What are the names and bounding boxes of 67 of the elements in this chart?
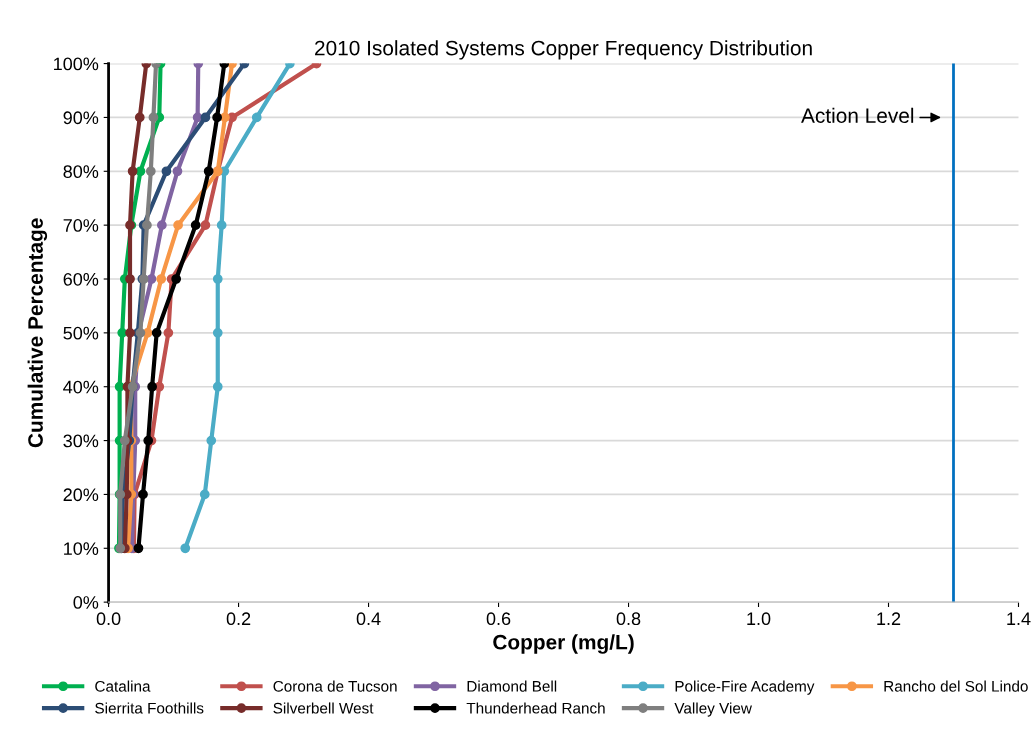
point <box>147 381 157 392</box>
x-axis-title: Copper (mg/L) <box>493 634 634 654</box>
point <box>200 220 211 231</box>
y-tick-label: 0% <box>73 596 99 609</box>
point <box>220 112 230 123</box>
y-tick-label: 30% <box>63 434 99 448</box>
point <box>161 166 172 177</box>
x-tick-label: 1.2 <box>877 612 901 625</box>
point <box>138 489 148 500</box>
x-tick-label: 0.4 <box>356 612 381 626</box>
point <box>134 112 145 123</box>
point <box>135 166 146 177</box>
point <box>200 112 211 123</box>
ref-line-label: Action Level <box>801 107 914 124</box>
point <box>173 220 183 231</box>
point <box>199 489 210 500</box>
point <box>216 220 227 231</box>
legend-label: Diamond Bell <box>467 680 557 692</box>
legend-label: Sierrita Foothills <box>95 702 204 714</box>
x-tick-label: 0.2 <box>226 612 251 626</box>
legend-label: Catalina <box>95 680 151 692</box>
point <box>142 220 152 231</box>
legend-label: Thunderhead Ranch <box>466 702 605 714</box>
y-tick-label: 90% <box>63 111 99 125</box>
x-tick-label: 0.8 <box>616 612 641 626</box>
point <box>171 274 182 284</box>
point <box>151 327 162 338</box>
point <box>157 220 167 231</box>
x-tick-label: 1.4 <box>1007 612 1031 625</box>
point <box>212 327 223 338</box>
point <box>212 274 223 284</box>
x-tick-label: 0.6 <box>486 612 511 626</box>
point <box>180 543 191 554</box>
y-tick-label: 40% <box>63 380 99 394</box>
y-tick-label: 60% <box>63 272 99 286</box>
point <box>133 543 144 554</box>
legend-label: Corona de Tucson <box>273 680 397 692</box>
legend-label: Silverbell West <box>273 702 374 714</box>
point <box>212 112 222 123</box>
chart-title: 2010 Isolated Systems Copper Frequency Distribution <box>315 40 812 60</box>
x-tick-label: 0.0 <box>96 612 121 626</box>
legend-label: Rancho del Sol Lindo <box>884 680 1028 692</box>
point <box>190 220 201 231</box>
legend-label: Valley View <box>674 702 752 717</box>
point <box>127 166 138 177</box>
point <box>203 166 214 177</box>
y-tick-label: 70% <box>63 219 99 232</box>
point <box>125 327 135 338</box>
y-tick-label: 20% <box>63 488 99 502</box>
point <box>251 112 262 123</box>
point <box>156 274 167 284</box>
point <box>212 381 223 392</box>
x-tick-label: 1.0 <box>747 612 771 626</box>
point <box>114 381 125 392</box>
point <box>148 112 159 123</box>
point <box>145 166 156 177</box>
y-tick-label: 100% <box>54 57 99 71</box>
y-tick-label: 80% <box>63 165 99 179</box>
y-axis-title: Cumulative Percentage <box>27 218 48 448</box>
point <box>146 274 157 284</box>
point <box>125 274 135 284</box>
point <box>163 327 174 338</box>
y-tick-label: 10% <box>64 542 99 555</box>
y-tick-label: 50% <box>63 326 99 340</box>
point <box>172 166 183 177</box>
point <box>206 435 217 446</box>
legend-label: Police-Fire Academy <box>675 680 815 695</box>
